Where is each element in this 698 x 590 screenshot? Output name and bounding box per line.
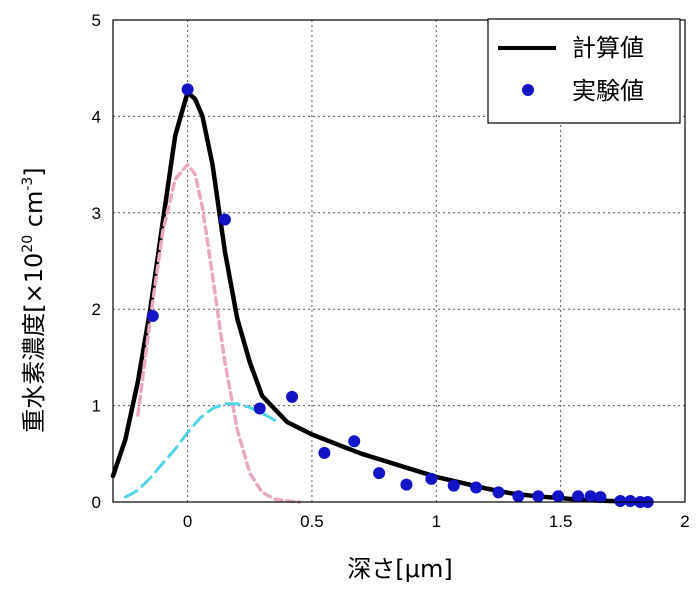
y-axis-label: 重水素濃度[×1020 cm-3]: [20, 167, 48, 432]
experimental-point: [286, 390, 299, 403]
y-tick-label: 2: [92, 300, 101, 319]
x-tick-label: 2: [680, 512, 689, 531]
y-axis-label-prefix: 重水素濃度[×10: [20, 253, 48, 433]
experimental-point: [348, 435, 361, 448]
calculated-curve: [110, 90, 650, 505]
component-curve-pink: [136, 162, 302, 504]
tick-labels: 0 0.5 1 1.5 2 0 1 2 3 4 5: [92, 11, 690, 531]
experimental-point: [425, 472, 438, 485]
experimental-point: [584, 490, 597, 503]
y-tick-label: 3: [92, 204, 101, 223]
experimental-point: [253, 402, 266, 415]
experimental-point: [447, 479, 460, 492]
experimental-point: [512, 490, 525, 503]
legend-label-experimental: 実験値: [572, 77, 644, 105]
y-tick-label: 1: [92, 397, 101, 416]
experimental-point: [373, 467, 386, 480]
experimental-point: [492, 486, 505, 499]
x-tick-label: 0: [183, 512, 192, 531]
x-tick-label: 0.5: [300, 512, 324, 531]
y-axis-label-exponent: 20: [20, 235, 36, 253]
y-tick-label: 5: [92, 11, 101, 30]
experimental-point: [181, 83, 194, 96]
experimental-point: [572, 490, 585, 503]
x-tick-label: 1.5: [549, 512, 573, 531]
y-tick-label: 4: [92, 107, 101, 126]
component-curve-cyan: [123, 402, 277, 499]
y-axis-label-suffix: ]: [20, 167, 48, 176]
experimental-point: [552, 490, 565, 503]
experimental-point: [400, 478, 413, 491]
plot-frame: [112, 19, 686, 503]
experimental-point: [624, 495, 637, 508]
legend-box: [487, 18, 681, 124]
experimental-point: [146, 309, 159, 322]
legend-label-calculated: 計算値: [572, 34, 644, 62]
experimental-point: [470, 481, 483, 494]
experimental-point: [594, 491, 607, 504]
experimental-markers: [146, 83, 654, 508]
experimental-point: [532, 490, 545, 503]
y-axis-label-unit-exponent: -3: [20, 177, 36, 191]
x-tick-label: 1: [432, 512, 441, 531]
x-axis-label: 深さ[μm]: [347, 555, 452, 583]
y-axis-label-unit: cm: [20, 191, 48, 235]
curves: [110, 90, 650, 505]
experimental-point: [218, 213, 231, 226]
legend: 計算値 実験値: [487, 18, 681, 124]
experimental-point: [318, 446, 331, 459]
legend-dot-swatch: [522, 84, 534, 96]
y-tick-label: 0: [92, 493, 101, 512]
experimental-point: [614, 495, 627, 508]
